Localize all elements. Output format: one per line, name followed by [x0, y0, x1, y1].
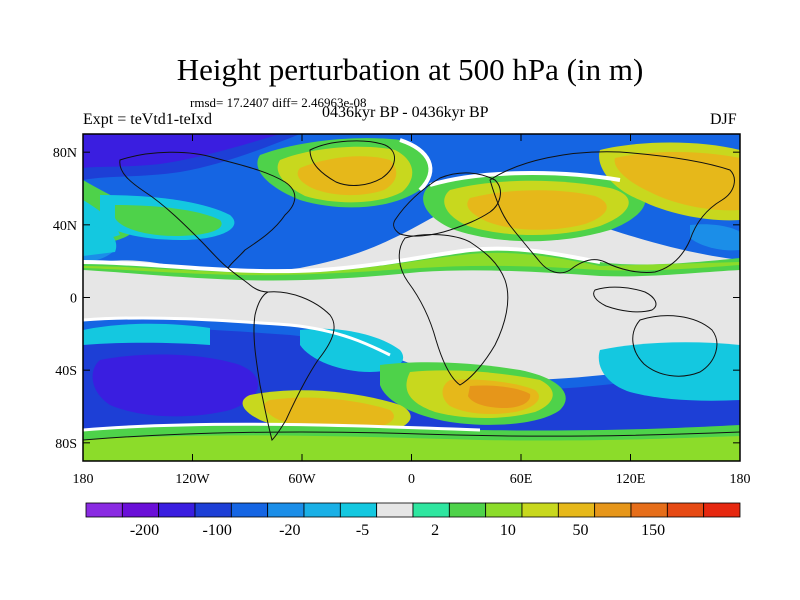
- colorbar-swatch: [122, 503, 158, 517]
- lon-tick-label: 120E: [616, 472, 646, 487]
- colorbar-swatch: [595, 503, 631, 517]
- colorbar-label: -200: [130, 522, 159, 539]
- colorbar-label: 10: [500, 522, 516, 539]
- colorbar-label: 150: [641, 522, 665, 539]
- lat-tick-label: 80S: [55, 437, 77, 452]
- colorbar-swatch: [558, 503, 594, 517]
- colorbar-swatch: [667, 503, 703, 517]
- colorbar-swatch: [522, 503, 558, 517]
- colorbar-swatch: [449, 503, 485, 517]
- colorbar-swatch: [231, 503, 267, 517]
- lon-tick-label: 0: [408, 472, 415, 487]
- lat-tick-label: 0: [70, 292, 77, 307]
- colorbar-swatch: [159, 503, 195, 517]
- lon-tick-label: 60E: [510, 472, 533, 487]
- lon-tick-label: 180: [73, 472, 94, 487]
- colorbar-swatch: [195, 503, 231, 517]
- lat-tick-label: 80N: [53, 146, 77, 161]
- lat-tick-label: 40S: [55, 364, 77, 379]
- colorbar-swatch: [704, 503, 740, 517]
- colorbar-swatch: [86, 503, 122, 517]
- lon-tick-label: 180: [730, 472, 751, 487]
- lon-tick-label: 60W: [288, 472, 316, 487]
- colorbar-label: -20: [279, 522, 300, 539]
- colorbar-swatch: [413, 503, 449, 517]
- colorbar-swatch: [486, 503, 522, 517]
- lon-tick-label: 120W: [175, 472, 210, 487]
- contour-field: [83, 134, 740, 461]
- colorbar-swatch: [377, 503, 413, 517]
- colorbar: -200 -100 -20 -5 2 10 50 150: [86, 503, 740, 539]
- colorbar-label: 2: [431, 522, 439, 539]
- colorbar-label: -100: [203, 522, 232, 539]
- colorbar-label: 50: [573, 522, 589, 539]
- colorbar-label: -5: [356, 522, 369, 539]
- colorbar-swatch: [631, 503, 667, 517]
- lat-tick-label: 40N: [53, 219, 77, 234]
- colorbar-swatch: [340, 503, 376, 517]
- colorbar-swatch: [268, 503, 304, 517]
- colorbar-swatch: [304, 503, 340, 517]
